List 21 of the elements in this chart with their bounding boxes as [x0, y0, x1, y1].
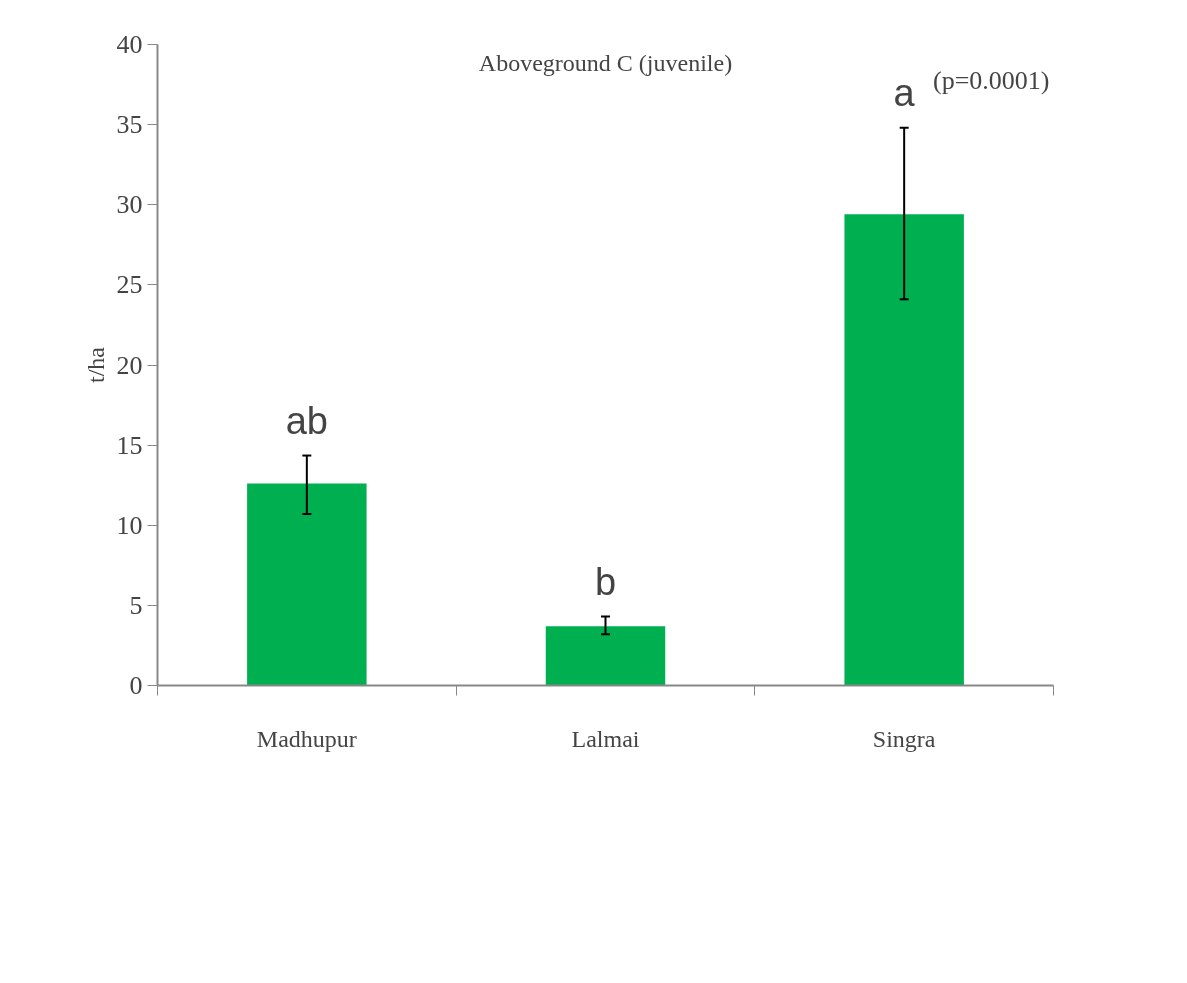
- y-axis-title: t/ha: [82, 346, 109, 383]
- y-tick-label: 20: [116, 350, 143, 380]
- annotation: a: [893, 71, 916, 114]
- y-tick-label: 40: [116, 30, 143, 59]
- annotation: ab: [285, 399, 328, 442]
- x-tick-label: Singra: [872, 725, 936, 752]
- bar: [247, 483, 367, 686]
- y-tick-label: 15: [116, 430, 143, 460]
- chart-title: Aboveground C (juvenile): [478, 49, 733, 76]
- annotation: b: [594, 560, 617, 603]
- bar: [844, 214, 964, 686]
- y-tick-label: 5: [129, 590, 143, 620]
- y-tick-label: 0: [129, 671, 143, 700]
- y-tick-label: 10: [116, 510, 143, 540]
- x-tick-label: Madhupur: [256, 725, 357, 752]
- annotation: (p=0.0001): [933, 66, 1050, 95]
- y-tick-label: 35: [116, 110, 143, 140]
- y-tick-label: 25: [116, 270, 143, 300]
- x-tick-label: Lalmai: [571, 725, 640, 752]
- y-tick-label: 30: [116, 190, 143, 220]
- bar: [545, 626, 666, 686]
